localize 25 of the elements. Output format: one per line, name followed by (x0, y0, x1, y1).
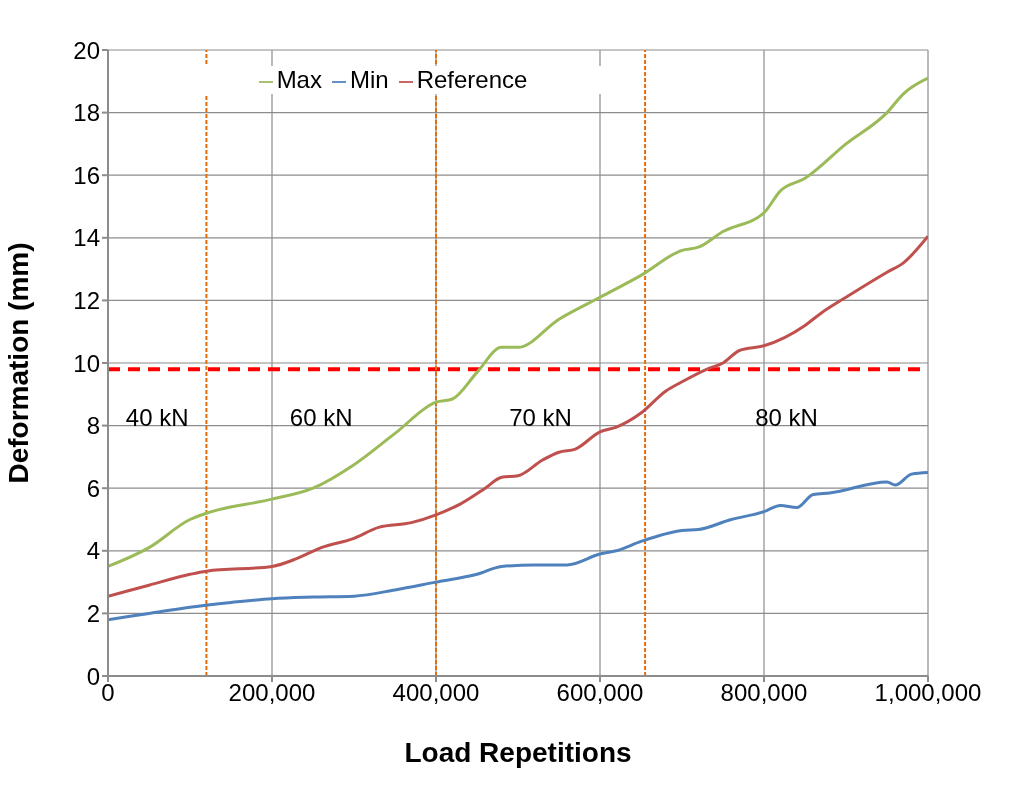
y-tick-label: 8 (86, 412, 100, 440)
legend-label: Max (276, 66, 322, 93)
annotation: 40 kN (125, 404, 189, 432)
y-tick-label: 18 (73, 99, 100, 127)
y-tick-label: 0 (86, 662, 100, 690)
x-tick-label: 800,000 (720, 679, 808, 707)
annotation: 70 kN (509, 404, 572, 432)
x-tick-label: 1,000,000 (874, 679, 982, 707)
y-tick-label: 12 (73, 286, 100, 314)
y-tick-label: 14 (73, 224, 100, 252)
y-tick-label: 20 (73, 36, 100, 64)
y-tick-label: 6 (86, 474, 100, 502)
legend-label: Reference (416, 66, 528, 93)
y-tick-label: 2 (86, 599, 100, 627)
annotation: 80 kN (755, 404, 818, 432)
y-tick-label: 10 (73, 349, 100, 377)
y-tick-label: 16 (73, 161, 100, 189)
x-tick-label: 600,000 (556, 679, 644, 707)
annotation: 60 kN (289, 404, 353, 432)
y-tick-label: 4 (86, 537, 100, 565)
x-tick-label: 400,000 (392, 679, 480, 707)
y-axis-title: Deformation (mm) (2, 242, 34, 484)
x-tick-label: 200,000 (228, 679, 316, 707)
legend-label: Min (349, 66, 389, 93)
x-axis-title: Load Repetitions (404, 737, 632, 768)
